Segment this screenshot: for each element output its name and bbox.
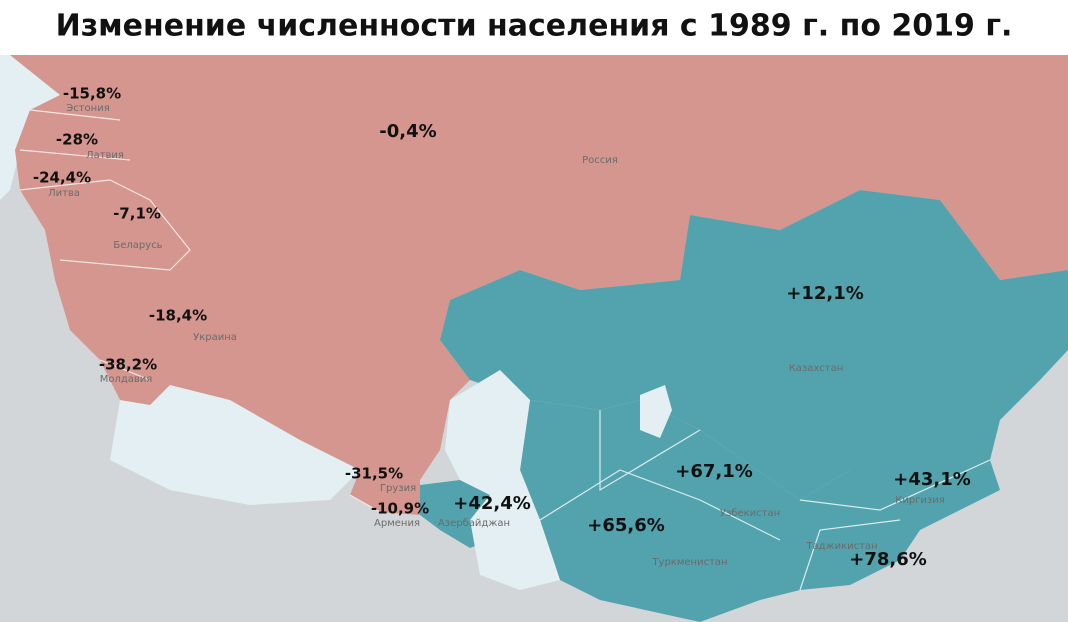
region-name: Россия (582, 155, 618, 166)
region-change: +43,1% (893, 469, 971, 490)
region-name: Беларусь (113, 240, 162, 251)
labels: -0,4% Россия -15,8% Эстония -28% Латвия … (33, 85, 971, 571)
region-change: -38,2% (99, 356, 157, 374)
region-name: Таджикистан (805, 541, 877, 552)
region-change: +65,6% (587, 515, 665, 536)
region-change: -15,8% (63, 85, 121, 103)
region-change: -28% (56, 131, 98, 149)
region-change: +67,1% (675, 461, 753, 482)
region-name: Молдавия (100, 374, 153, 385)
region-change: -7,1% (113, 205, 161, 223)
region-change: -24,4% (33, 169, 91, 187)
region-change: -0,4% (379, 121, 436, 142)
region-name: Азербайджан (438, 518, 510, 529)
region-name: Грузия (380, 483, 416, 494)
region-change: +12,1% (786, 283, 864, 304)
region-name: Эстония (66, 103, 109, 114)
region-name: Киргизия (895, 495, 945, 506)
map-title: Изменение численности населения с 1989 г… (56, 9, 1013, 44)
region-change: -31,5% (345, 465, 403, 483)
region-name: Армения (374, 518, 420, 529)
region-change: -18,4% (149, 307, 207, 325)
region-name: Латвия (86, 150, 124, 161)
region-change: +78,6% (849, 549, 927, 570)
region-name: Узбекистан (720, 508, 780, 519)
base-map (0, 55, 1068, 622)
region-name: Туркменистан (651, 557, 727, 568)
region-name: Украина (193, 332, 237, 343)
region-change: +42,4% (453, 493, 531, 514)
region-change: -10,9% (371, 500, 429, 518)
region-name: Казахстан (789, 363, 844, 374)
region-name: Литва (48, 188, 80, 199)
